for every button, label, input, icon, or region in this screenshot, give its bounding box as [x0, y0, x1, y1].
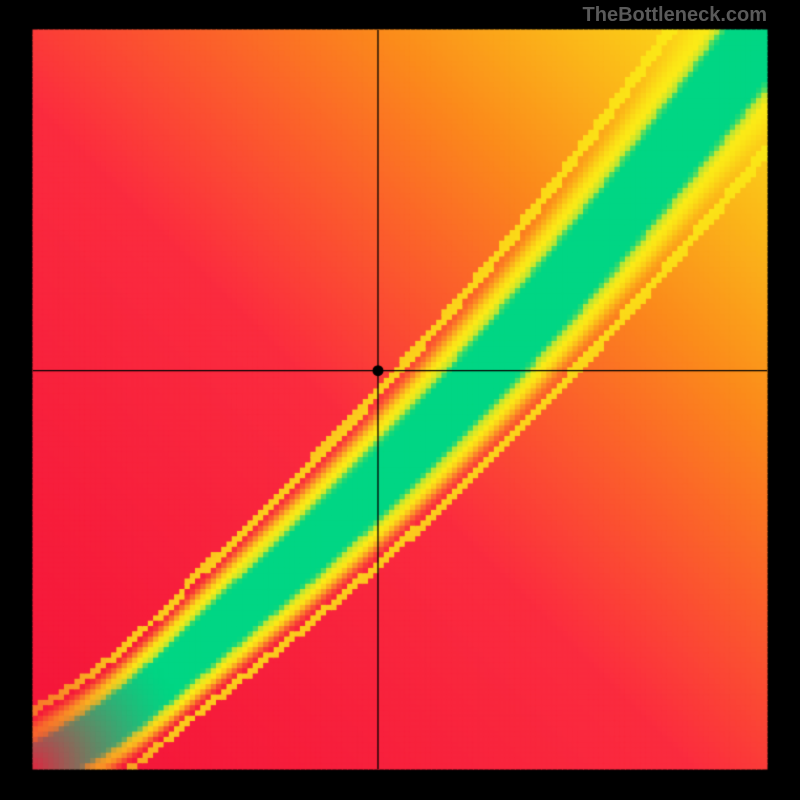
- bottleneck-heatmap: [0, 0, 800, 800]
- watermark-text: TheBottleneck.com: [583, 4, 767, 27]
- figure-root: TheBottleneck.com: [0, 0, 800, 800]
